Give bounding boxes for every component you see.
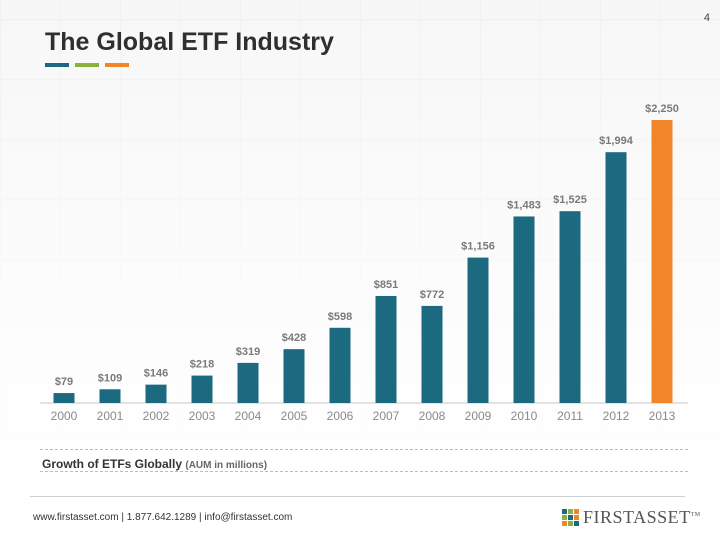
x-tick-2003: 2003	[189, 409, 216, 423]
background-pattern	[0, 0, 720, 440]
logo-grid-icon	[562, 509, 579, 526]
title-accent-bars	[45, 63, 129, 67]
caption-sub: (AUM in millions)	[185, 460, 268, 471]
x-tick-2013: 2013	[649, 409, 676, 423]
bar-chart: $79 2000 $109 2001 $146 2002 $218 2003 $319 2004 $…	[40, 103, 688, 423]
bar-2001	[99, 389, 121, 403]
footer-divider	[30, 496, 685, 497]
x-tick-2011: 2011	[557, 409, 583, 423]
x-tick-2004: 2004	[235, 409, 262, 423]
caption-main: Growth of ETFs Globally	[42, 457, 183, 471]
accent-bar-blue	[45, 63, 69, 67]
page-number: 4	[703, 12, 710, 24]
data-label-2009: $1,156	[461, 241, 495, 253]
data-label-2003: $218	[190, 359, 214, 371]
logo-wordmark: FIRSTASSETTM	[583, 507, 701, 527]
data-label-2000: $79	[55, 376, 73, 388]
x-tick-2009: 2009	[465, 409, 492, 423]
firstasset-logo: FIRSTASSETTM	[562, 507, 701, 528]
footer-contact: www.firstasset.com | 1.877.642.1289 | in…	[33, 512, 293, 523]
page-title: The Global ETF Industry	[45, 28, 334, 56]
bar-2013	[651, 120, 673, 403]
bar-2010	[513, 216, 535, 403]
data-label-2008: $772	[420, 289, 444, 301]
data-label-2005: $428	[282, 332, 306, 344]
data-label-2006: $598	[328, 311, 352, 323]
x-tick-2000: 2000	[51, 409, 78, 423]
bar-2006	[329, 327, 351, 403]
x-tick-2008: 2008	[419, 409, 446, 423]
x-tick-2006: 2006	[327, 409, 354, 423]
bar-2003	[191, 375, 213, 403]
bar-2002	[145, 384, 167, 403]
data-label-2011: $1,525	[553, 194, 587, 206]
x-tick-2007: 2007	[373, 409, 400, 423]
x-tick-2012: 2012	[603, 409, 630, 423]
bar-2009	[467, 257, 489, 403]
bar-2011	[559, 211, 581, 403]
caption-rule-bottom	[40, 471, 688, 472]
x-tick-2001: 2001	[97, 409, 124, 423]
data-label-2004: $319	[236, 346, 260, 358]
bar-2008	[421, 305, 443, 403]
bar-2007	[375, 295, 397, 403]
data-label-2013: $2,250	[645, 103, 679, 115]
accent-bar-orange	[105, 63, 129, 67]
chart-caption: Growth of ETFs Globally (AUM in millions…	[42, 457, 267, 471]
bar-2012	[605, 152, 627, 403]
data-label-2012: $1,994	[599, 135, 634, 147]
data-label-2001: $109	[98, 372, 122, 384]
accent-bar-green	[75, 63, 99, 67]
data-label-2010: $1,483	[507, 199, 541, 211]
x-tick-2002: 2002	[143, 409, 170, 423]
x-tick-2005: 2005	[281, 409, 308, 423]
data-label-2002: $146	[144, 368, 168, 380]
bar-2004	[237, 362, 259, 403]
bar-2000	[53, 393, 75, 403]
caption-rule-top	[40, 449, 688, 450]
data-label-2007: $851	[374, 279, 398, 291]
bar-2005	[283, 349, 305, 403]
x-tick-2010: 2010	[511, 409, 538, 423]
